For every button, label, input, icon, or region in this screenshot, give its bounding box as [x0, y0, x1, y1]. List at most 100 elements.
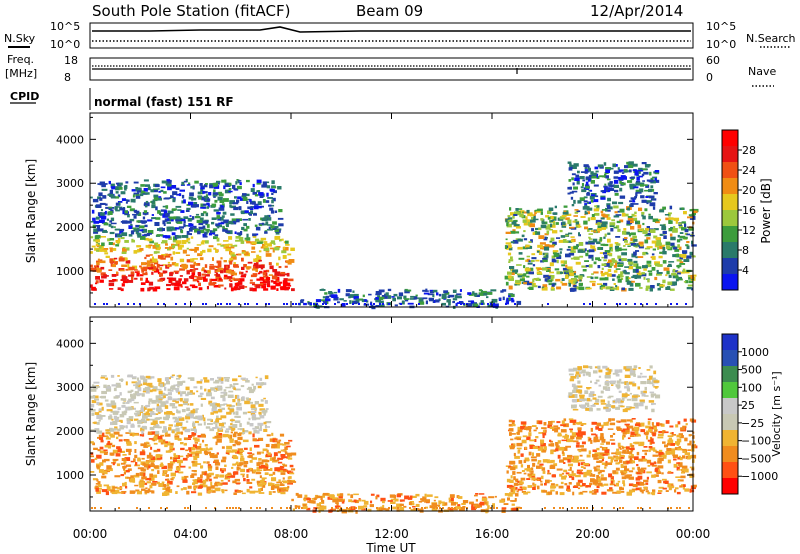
power-cell — [679, 261, 684, 264]
velocity-cell — [112, 449, 119, 454]
velocity-cell — [598, 452, 605, 457]
power-cell — [229, 283, 233, 288]
velocity-cell — [213, 459, 219, 462]
power-cell — [642, 180, 645, 182]
power-cell — [677, 234, 680, 238]
power-cell — [642, 274, 647, 277]
velocity-cell — [206, 486, 211, 491]
velocity-cell — [589, 490, 593, 494]
power-cell — [574, 275, 579, 278]
velocity-cell — [96, 454, 102, 459]
power-cell — [146, 262, 151, 267]
power-cell — [632, 217, 638, 222]
velocity-cell — [243, 461, 249, 465]
power-cell — [249, 287, 253, 292]
power-cell — [217, 267, 224, 272]
velocity-cell — [202, 479, 207, 484]
power-cell — [567, 186, 572, 190]
power-cell — [568, 282, 571, 287]
velocity-cell — [248, 431, 252, 435]
power-cell — [110, 207, 115, 209]
velocity-cell — [245, 397, 249, 400]
velocity-cell — [665, 490, 669, 492]
velocity-cell — [600, 399, 605, 403]
velocity-cell — [396, 494, 401, 498]
velocity-cell — [126, 469, 130, 473]
power-cell — [250, 188, 255, 192]
power-cell — [254, 194, 259, 197]
power-cell — [633, 251, 637, 256]
power-cell — [511, 299, 515, 303]
power-cell — [514, 283, 520, 286]
power-cell — [176, 193, 181, 196]
velocity-cell — [601, 433, 604, 437]
power-cell — [243, 264, 247, 268]
power-cell — [217, 217, 221, 221]
power-cell — [577, 223, 581, 226]
power-cell — [634, 170, 638, 173]
velocity-cell — [257, 385, 262, 389]
velocity-cell — [128, 406, 133, 411]
velocity-cell — [619, 459, 623, 463]
power-cell — [375, 296, 380, 300]
velocity-cell — [313, 507, 318, 509]
power-cell — [236, 287, 241, 291]
power-cell — [167, 183, 172, 188]
power-cell — [657, 287, 661, 291]
velocity-cell — [597, 472, 601, 475]
power-cell — [180, 229, 184, 234]
power-cell — [205, 222, 208, 226]
power-cell — [626, 220, 633, 225]
velocity-cell — [168, 427, 172, 431]
velocity-cell — [555, 445, 560, 449]
velocity-cell — [669, 485, 675, 489]
velocity-cell — [624, 423, 630, 426]
power-cell — [529, 223, 535, 228]
power-cell — [593, 261, 597, 265]
power-cell — [523, 282, 527, 285]
power-cell — [607, 238, 611, 243]
power-cell — [176, 221, 183, 224]
velocity-cell — [195, 408, 199, 410]
velocity-cell — [247, 452, 252, 454]
power-cell — [550, 287, 555, 291]
power-cell — [573, 215, 578, 217]
velocity-cell — [588, 373, 591, 377]
velocity-cell — [109, 428, 115, 432]
power-cell — [601, 175, 606, 178]
power-cell — [234, 231, 237, 234]
power-cell — [690, 275, 694, 279]
velocity-cell — [620, 419, 627, 423]
power-cell — [121, 198, 126, 201]
power-cell — [171, 208, 177, 211]
velocity-cell — [153, 465, 159, 469]
power-cell — [593, 230, 596, 233]
velocity-cell — [141, 449, 145, 453]
velocity-cell — [635, 404, 639, 409]
power-cell — [179, 244, 184, 248]
velocity-cell — [286, 445, 291, 448]
velocity-cell — [297, 494, 303, 498]
power-cell — [328, 291, 333, 295]
power-cell — [628, 232, 631, 237]
velocity-cell — [621, 393, 628, 398]
power-cell — [182, 266, 188, 270]
power-cell — [584, 165, 588, 170]
power-cell — [429, 289, 433, 292]
velocity-cell — [549, 480, 552, 482]
velocity-cell — [163, 417, 169, 421]
power-floor-cell — [379, 303, 381, 305]
power-cell — [591, 194, 595, 197]
power-cell — [206, 286, 209, 290]
power-cell — [594, 205, 598, 208]
power-cell — [208, 192, 212, 196]
power-cell — [175, 187, 180, 190]
power-y-tick-label-1: 2000 — [56, 221, 84, 234]
power-cell — [416, 297, 422, 299]
power-cell — [102, 183, 108, 185]
velocity-cell — [682, 450, 687, 453]
power-floor-cell — [418, 303, 420, 305]
power-cell — [137, 270, 140, 274]
velocity-cell — [520, 453, 524, 457]
velocity-cell — [616, 420, 620, 423]
